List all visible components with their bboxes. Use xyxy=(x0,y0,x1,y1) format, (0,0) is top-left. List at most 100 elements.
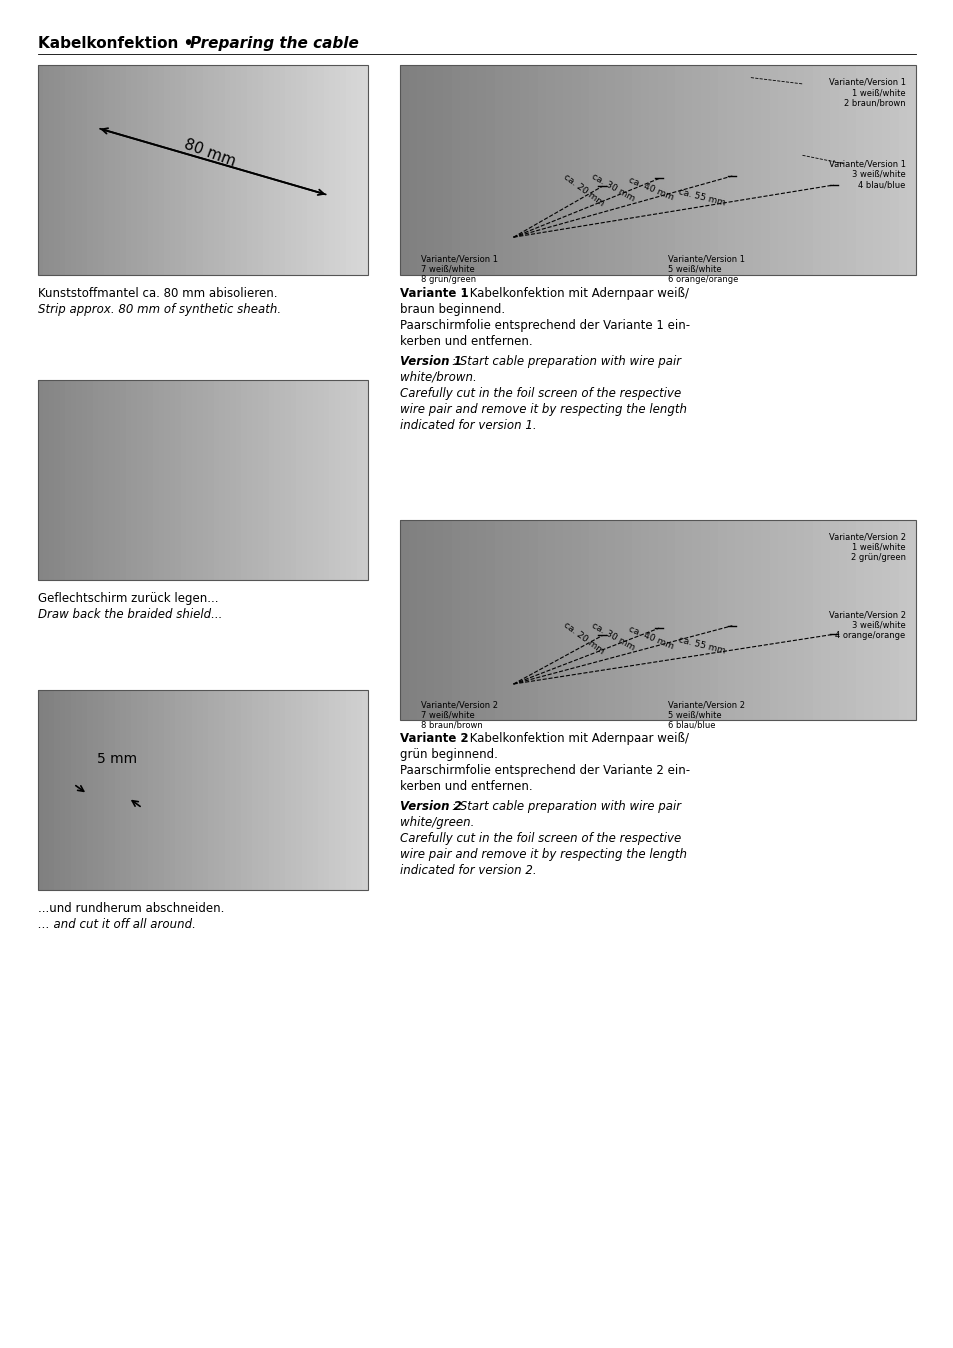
Bar xyxy=(351,690,356,890)
Text: white/green.: white/green. xyxy=(399,816,474,829)
Text: Variante 2: Variante 2 xyxy=(399,732,468,745)
Bar xyxy=(408,520,416,720)
Bar xyxy=(120,65,126,275)
Bar xyxy=(416,520,425,720)
Bar xyxy=(142,690,148,890)
Bar xyxy=(60,380,66,580)
Text: ca. 40 mm: ca. 40 mm xyxy=(626,177,674,202)
Bar xyxy=(186,65,192,275)
Bar xyxy=(110,690,115,890)
Bar xyxy=(632,65,640,275)
Bar xyxy=(362,65,368,275)
Bar xyxy=(142,65,148,275)
Bar xyxy=(335,65,340,275)
Bar xyxy=(291,380,296,580)
Bar xyxy=(71,690,76,890)
Bar xyxy=(82,65,88,275)
Bar xyxy=(186,690,192,890)
Bar xyxy=(302,380,307,580)
Bar xyxy=(307,690,313,890)
Text: … and cut it off all around.: … and cut it off all around. xyxy=(38,918,195,931)
Bar xyxy=(786,65,795,275)
Text: Strip approx. 80 mm of synthetic sheath.: Strip approx. 80 mm of synthetic sheath. xyxy=(38,303,281,315)
Text: Preparing the cable: Preparing the cable xyxy=(190,36,358,51)
Bar xyxy=(468,520,476,720)
Bar xyxy=(589,65,598,275)
Bar xyxy=(318,65,324,275)
Bar xyxy=(580,65,589,275)
Bar xyxy=(213,380,219,580)
Bar xyxy=(49,690,54,890)
Bar xyxy=(38,65,44,275)
Bar xyxy=(92,690,98,890)
Bar xyxy=(213,690,219,890)
Bar xyxy=(115,380,120,580)
Bar xyxy=(49,65,54,275)
Bar xyxy=(889,520,898,720)
Bar xyxy=(795,520,803,720)
Bar xyxy=(329,380,335,580)
Bar xyxy=(302,690,307,890)
Bar xyxy=(889,65,898,275)
Bar xyxy=(769,520,778,720)
Bar xyxy=(803,520,812,720)
Bar xyxy=(38,690,368,890)
Bar xyxy=(88,380,92,580)
Bar xyxy=(170,65,175,275)
Bar xyxy=(197,380,203,580)
Bar xyxy=(434,65,442,275)
Text: Paarschirmfolie entsprechend der Variante 1 ein-: Paarschirmfolie entsprechend der Variant… xyxy=(399,319,689,332)
Bar xyxy=(153,380,159,580)
Bar xyxy=(649,65,658,275)
Bar xyxy=(203,65,209,275)
Text: Variante/Version 1
7 weiß/white
8 grün/green: Variante/Version 1 7 weiß/white 8 grün/g… xyxy=(420,253,497,284)
Bar xyxy=(606,65,615,275)
Bar xyxy=(137,690,142,890)
Bar xyxy=(769,65,778,275)
Bar xyxy=(778,520,786,720)
Bar xyxy=(274,690,280,890)
Text: Variante/Version 1
3 weiß/white
4 blau/blue: Variante/Version 1 3 weiß/white 4 blau/b… xyxy=(828,159,904,189)
Text: ca. 40 mm: ca. 40 mm xyxy=(626,624,674,651)
Bar xyxy=(362,380,368,580)
Bar xyxy=(181,690,186,890)
Bar xyxy=(640,520,649,720)
Bar xyxy=(54,380,60,580)
Bar xyxy=(615,65,623,275)
Bar xyxy=(743,65,752,275)
Bar xyxy=(241,690,247,890)
Bar xyxy=(170,690,175,890)
Text: braun beginnend.: braun beginnend. xyxy=(399,303,504,315)
Text: Draw back the braided shield...: Draw back the braided shield... xyxy=(38,608,222,621)
Bar xyxy=(881,520,889,720)
Bar xyxy=(812,520,821,720)
Bar xyxy=(219,380,225,580)
Bar xyxy=(44,65,49,275)
Bar xyxy=(82,380,88,580)
Bar xyxy=(253,380,257,580)
Bar xyxy=(192,690,197,890)
Bar xyxy=(752,520,760,720)
Bar xyxy=(675,520,683,720)
Bar xyxy=(346,65,351,275)
Bar xyxy=(263,380,269,580)
Bar xyxy=(346,380,351,580)
Bar xyxy=(110,380,115,580)
Bar xyxy=(580,520,589,720)
Bar xyxy=(459,65,468,275)
Bar xyxy=(658,520,666,720)
Bar xyxy=(159,380,164,580)
Bar xyxy=(529,520,537,720)
Bar xyxy=(340,65,346,275)
Bar xyxy=(313,690,318,890)
Text: Kunststoffmantel ca. 80 mm abisolieren.: Kunststoffmantel ca. 80 mm abisolieren. xyxy=(38,287,277,301)
Bar xyxy=(356,380,362,580)
Bar xyxy=(335,380,340,580)
Bar xyxy=(285,690,291,890)
Bar xyxy=(247,65,253,275)
Bar xyxy=(203,380,209,580)
Bar xyxy=(855,65,863,275)
Bar xyxy=(459,520,468,720)
Bar xyxy=(760,65,769,275)
Bar xyxy=(219,65,225,275)
